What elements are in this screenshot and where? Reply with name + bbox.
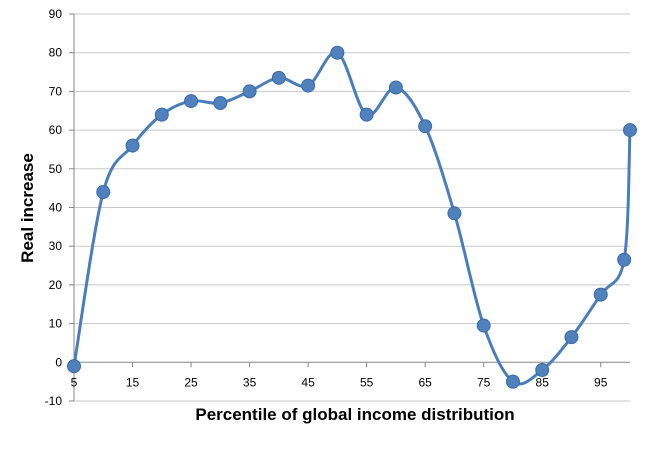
data-point <box>242 84 257 99</box>
data-point <box>301 78 316 93</box>
y-tick-label: -10 <box>45 394 63 408</box>
x-tick-label: 75 <box>477 375 491 389</box>
x-tick-label: 85 <box>536 375 550 389</box>
axes <box>69 13 630 402</box>
tick-labels: 90 80 70 60 50 40 30 20 10 0 -10 5 15 25 35 45 55 65 75 85 9… <box>45 7 608 408</box>
data-point <box>96 185 111 200</box>
data-point <box>184 94 199 109</box>
x-tick-label: 5 <box>71 375 78 389</box>
y-tick-label: 10 <box>49 317 63 331</box>
data-point <box>359 107 374 122</box>
x-axis-title: Percentile of global income distribution <box>195 405 514 424</box>
data-point <box>564 330 579 345</box>
y-tick-label: 60 <box>49 123 63 137</box>
y-tick-label: 20 <box>49 278 63 292</box>
grid-lines <box>74 13 630 402</box>
data-point <box>476 318 491 333</box>
data-point <box>418 119 433 134</box>
y-tick-label: 70 <box>49 84 63 98</box>
series-line-layer <box>72 51 632 386</box>
data-point <box>213 96 228 111</box>
x-tick-label: 95 <box>594 375 608 389</box>
data-point <box>447 206 462 221</box>
y-axis-title: Real increase <box>18 153 37 263</box>
x-tick-label: 65 <box>418 375 432 389</box>
x-tick-label: 55 <box>360 375 374 389</box>
data-point <box>388 80 403 95</box>
y-tick-label: 50 <box>49 162 63 176</box>
data-point <box>535 363 550 378</box>
x-tick-label: 35 <box>243 375 257 389</box>
data-point <box>271 70 286 85</box>
data-point <box>505 374 520 389</box>
data-point <box>125 138 140 153</box>
data-point <box>593 287 608 302</box>
data-point <box>154 107 169 122</box>
data-point <box>67 359 81 374</box>
data-point <box>330 45 345 60</box>
data-point <box>617 252 632 267</box>
y-tick-label: 30 <box>49 239 63 253</box>
series-line <box>72 51 632 386</box>
y-tick-label: 90 <box>49 7 63 21</box>
y-tick-label: 0 <box>55 355 62 369</box>
x-tick-label: 25 <box>184 375 198 389</box>
y-tick-label: 80 <box>49 46 63 60</box>
data-point <box>623 123 637 138</box>
y-tick-label: 40 <box>49 201 63 215</box>
x-tick-label: 45 <box>301 375 315 389</box>
data-points <box>67 45 637 389</box>
x-tick-label: 15 <box>126 375 140 389</box>
